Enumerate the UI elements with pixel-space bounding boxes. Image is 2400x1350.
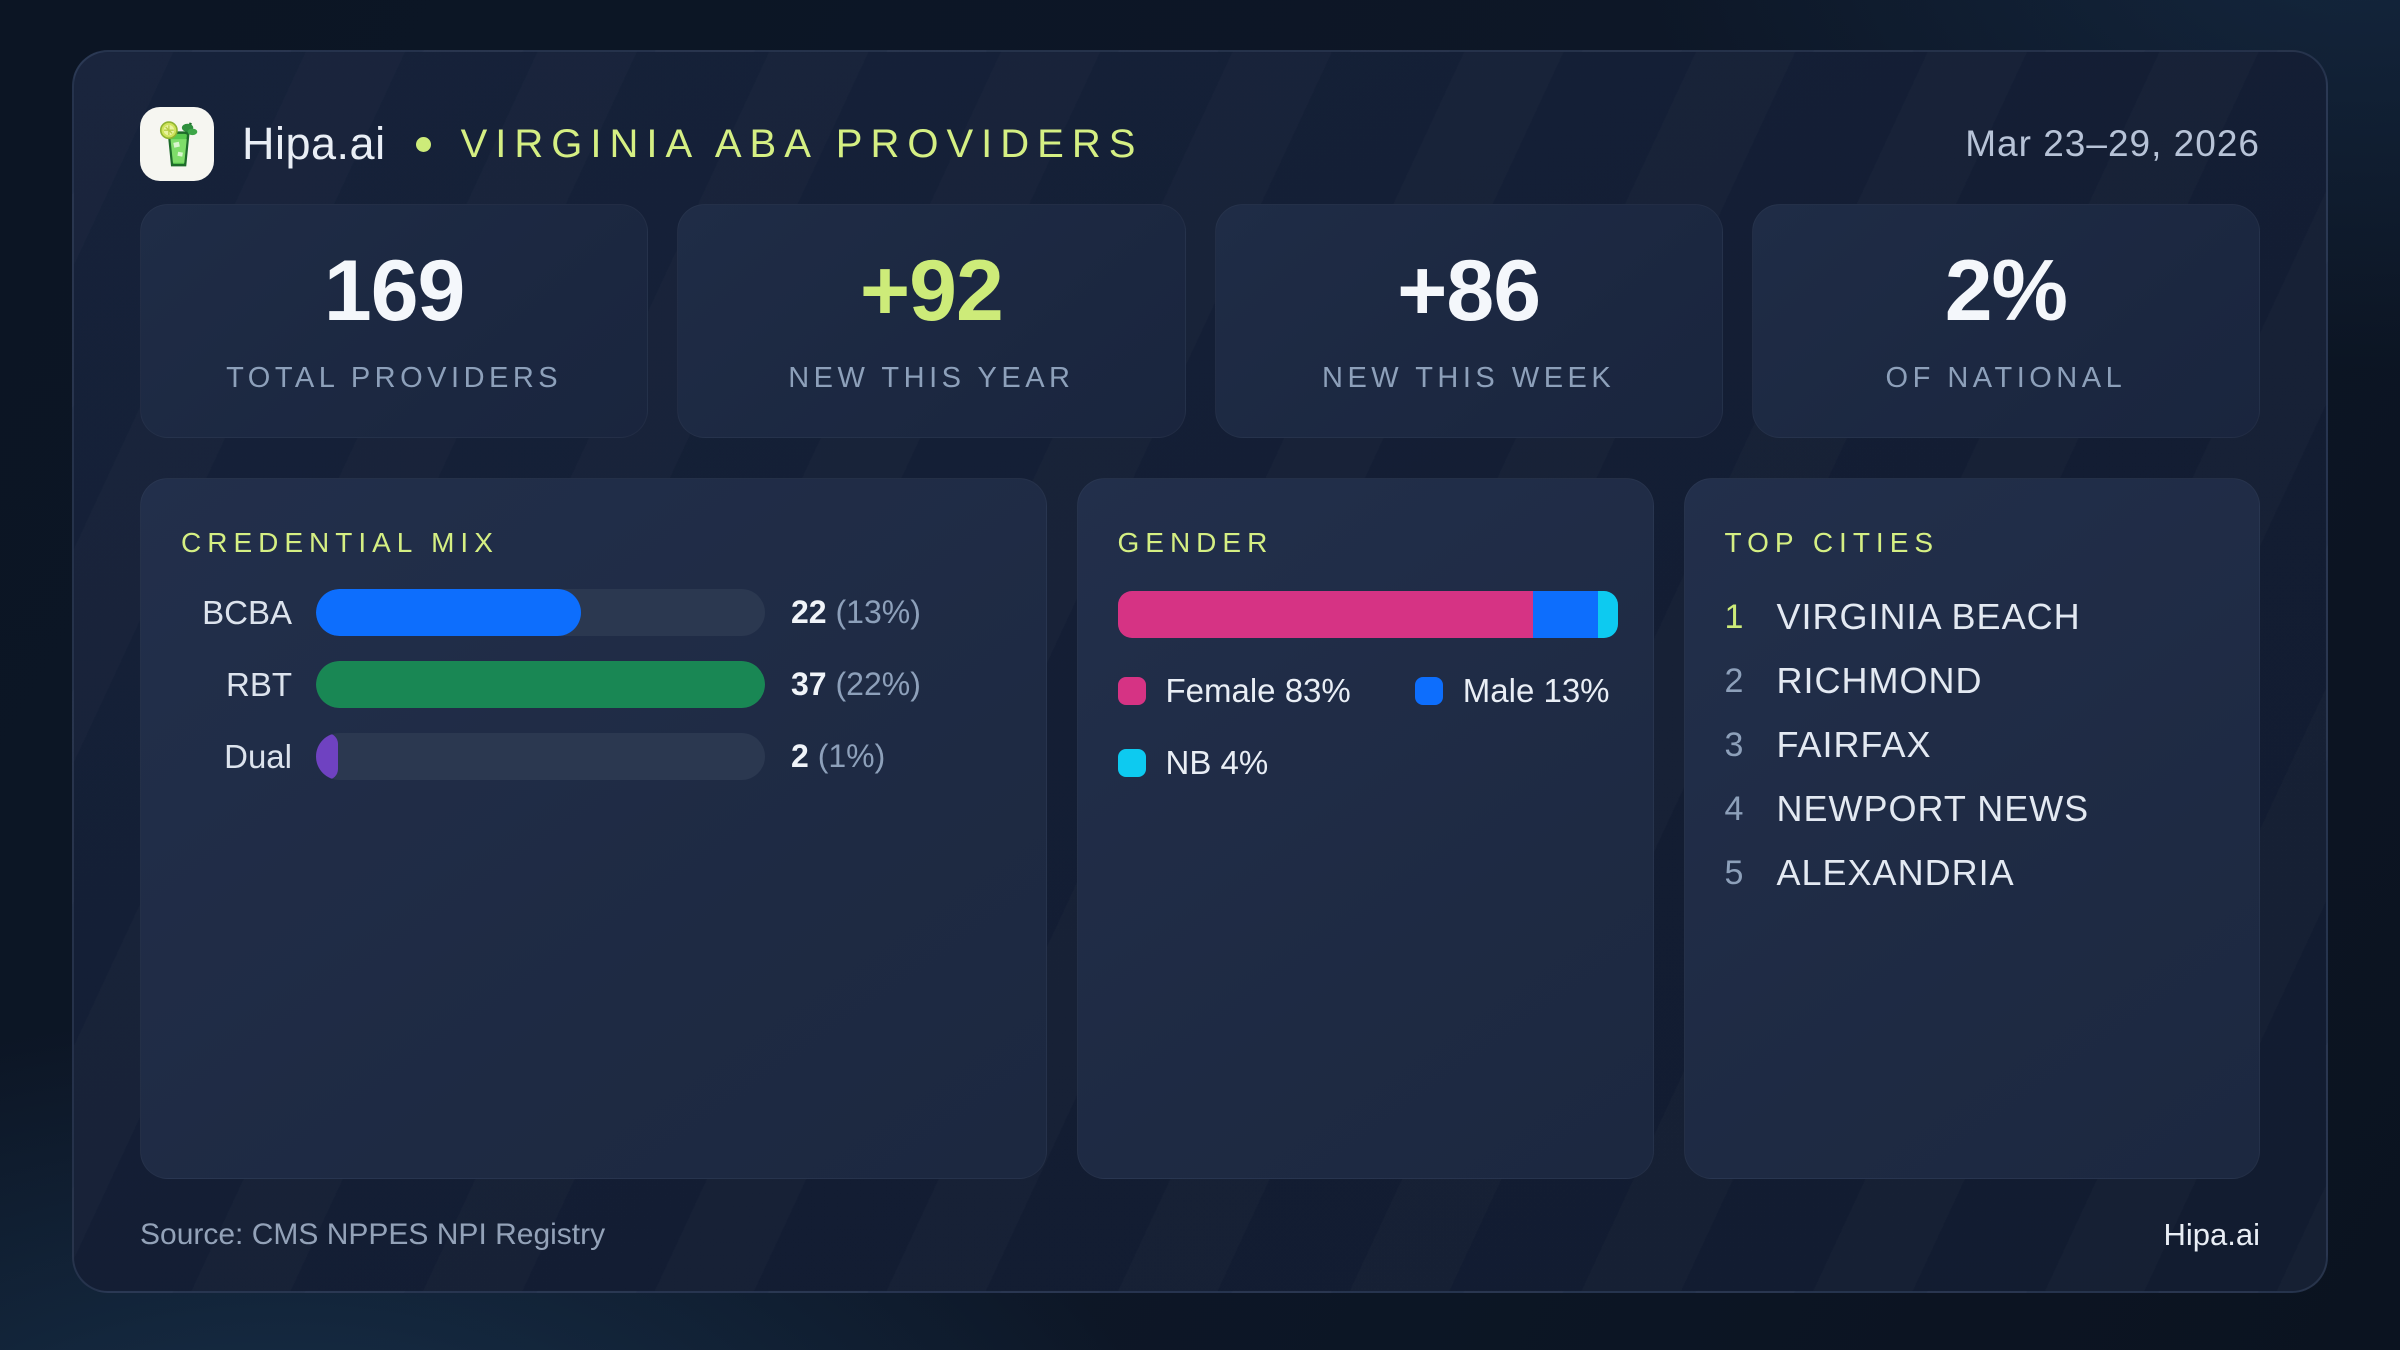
panel-title: TOP CITIES [1724, 527, 1940, 558]
bar-fill [316, 589, 581, 636]
bar-count: 22 [791, 594, 827, 630]
bar-track [316, 733, 765, 780]
city-rank: 3 [1724, 725, 1744, 764]
panels-row: CREDENTIAL MIX BCBA 22 (13%) RBT 37 (22%… [140, 478, 2260, 1179]
nb-swatch-icon [1117, 749, 1146, 777]
city-rank: 4 [1724, 789, 1744, 828]
stat-value: +86 [1397, 242, 1541, 339]
bar-percent: (1%) [817, 738, 886, 774]
list-item: 1 VIRGINIA BEACH [1725, 585, 2220, 649]
city-name: FAIRFAX [1776, 724, 1932, 765]
gender-panel: GENDER Female 83% Male 13% NB [1076, 478, 1654, 1179]
legend-item-nb: NB 4% [1117, 744, 1269, 782]
cities-list: 1 VIRGINIA BEACH 2 RICHMOND 3 FAIRFAX 4 … [1725, 585, 2220, 905]
bar-percent: (22%) [835, 666, 921, 702]
stat-value: +92 [859, 242, 1004, 339]
gender-segment-female [1117, 591, 1533, 638]
credential-mix-panel: CREDENTIAL MIX BCBA 22 (13%) RBT 37 (22%… [140, 478, 1047, 1179]
city-name: VIRGINIA BEACH [1776, 596, 2081, 637]
city-rank: 5 [1724, 853, 1744, 892]
stat-card-of-national: 2% OF NATIONAL [1751, 204, 2260, 438]
header: Hipa.ai VIRGINIA ABA PROVIDERS Mar 23–29… [140, 104, 2260, 184]
mojito-glass-icon [159, 121, 198, 167]
stats-row: 169 TOTAL PROVIDERS +92 NEW THIS YEAR +8… [140, 204, 2260, 438]
bar-row-rbt: RBT 37 (22%) [181, 661, 1006, 708]
stat-label: OF NATIONAL [1885, 361, 2127, 394]
city-name: ALEXANDRIA [1776, 852, 2015, 893]
credential-bars: BCBA 22 (13%) RBT 37 (22%) Dual [181, 589, 1006, 780]
male-swatch-icon [1414, 677, 1443, 705]
legend-label: NB 4% [1165, 744, 1269, 781]
stat-value: 2% [1944, 242, 2068, 339]
city-rank: 2 [1724, 661, 1744, 700]
stat-label: NEW THIS YEAR [788, 361, 1075, 394]
bar-value: 37 (22%) [791, 666, 921, 703]
city-name: NEWPORT NEWS [1776, 788, 2090, 829]
bar-label: Dual [224, 737, 292, 775]
bar-count: 37 [791, 666, 827, 702]
stat-card-new-this-week: +86 NEW THIS WEEK [1214, 204, 1723, 438]
bar-row-dual: Dual 2 (1%) [181, 733, 1006, 780]
female-swatch-icon [1117, 677, 1146, 705]
city-rank: 1 [1724, 597, 1744, 636]
list-item: 4 NEWPORT NEWS [1725, 777, 2220, 841]
bar-fill [316, 733, 339, 780]
dashboard-card: Hipa.ai VIRGINIA ABA PROVIDERS Mar 23–29… [72, 50, 2328, 1293]
panel-title: CREDENTIAL MIX [181, 527, 499, 558]
gender-segment-nb [1597, 591, 1618, 638]
legend-label: Female 83% [1165, 672, 1351, 709]
bar-label: BCBA [202, 593, 292, 631]
bar-track [316, 661, 765, 708]
bar-row-bcba: BCBA 22 (13%) [181, 589, 1006, 636]
panel-title: GENDER [1117, 527, 1274, 558]
stat-card-new-this-year: +92 NEW THIS YEAR [677, 204, 1186, 438]
top-cities-panel: TOP CITIES 1 VIRGINIA BEACH 2 RICHMOND 3… [1683, 478, 2260, 1179]
bar-track [316, 589, 765, 636]
gender-segment-male [1532, 591, 1598, 638]
legend-label: Male 13% [1462, 672, 1610, 709]
brand-logo [140, 107, 214, 181]
list-item: 5 ALEXANDRIA [1725, 841, 2220, 905]
page-title: VIRGINIA ABA PROVIDERS [460, 121, 1144, 166]
legend-item-male: Male 13% [1414, 672, 1610, 710]
gender-legend-row-1: Female 83% Male 13% [1117, 672, 1613, 710]
brand-name: Hipa.ai [242, 118, 386, 169]
footer: Source: CMS NPPES NPI Registry Hipa.ai [140, 1217, 2260, 1253]
gender-legend-row-2: NB 4% [1117, 744, 1613, 782]
city-name: RICHMOND [1776, 660, 1983, 701]
bar-fill [316, 661, 765, 708]
bar-value: 2 (1%) [791, 738, 885, 775]
legend-item-female: Female 83% [1117, 672, 1351, 710]
bullet-separator-icon [415, 136, 431, 152]
bar-label: RBT [226, 665, 292, 703]
source-attribution: Source: CMS NPPES NPI Registry [140, 1218, 606, 1251]
bar-percent: (13%) [835, 594, 921, 630]
bar-value: 22 (13%) [791, 594, 921, 631]
bar-count: 2 [791, 738, 809, 774]
list-item: 3 FAIRFAX [1725, 713, 2220, 777]
stat-value: 169 [323, 242, 465, 339]
gender-stacked-bar [1117, 591, 1618, 638]
stat-label: NEW THIS WEEK [1322, 361, 1616, 394]
date-range: Mar 23–29, 2026 [1965, 123, 2260, 164]
stat-label: TOTAL PROVIDERS [226, 361, 563, 394]
stat-card-total-providers: 169 TOTAL PROVIDERS [140, 204, 649, 438]
footer-brand: Hipa.ai [2163, 1217, 2261, 1252]
list-item: 2 RICHMOND [1725, 649, 2220, 713]
